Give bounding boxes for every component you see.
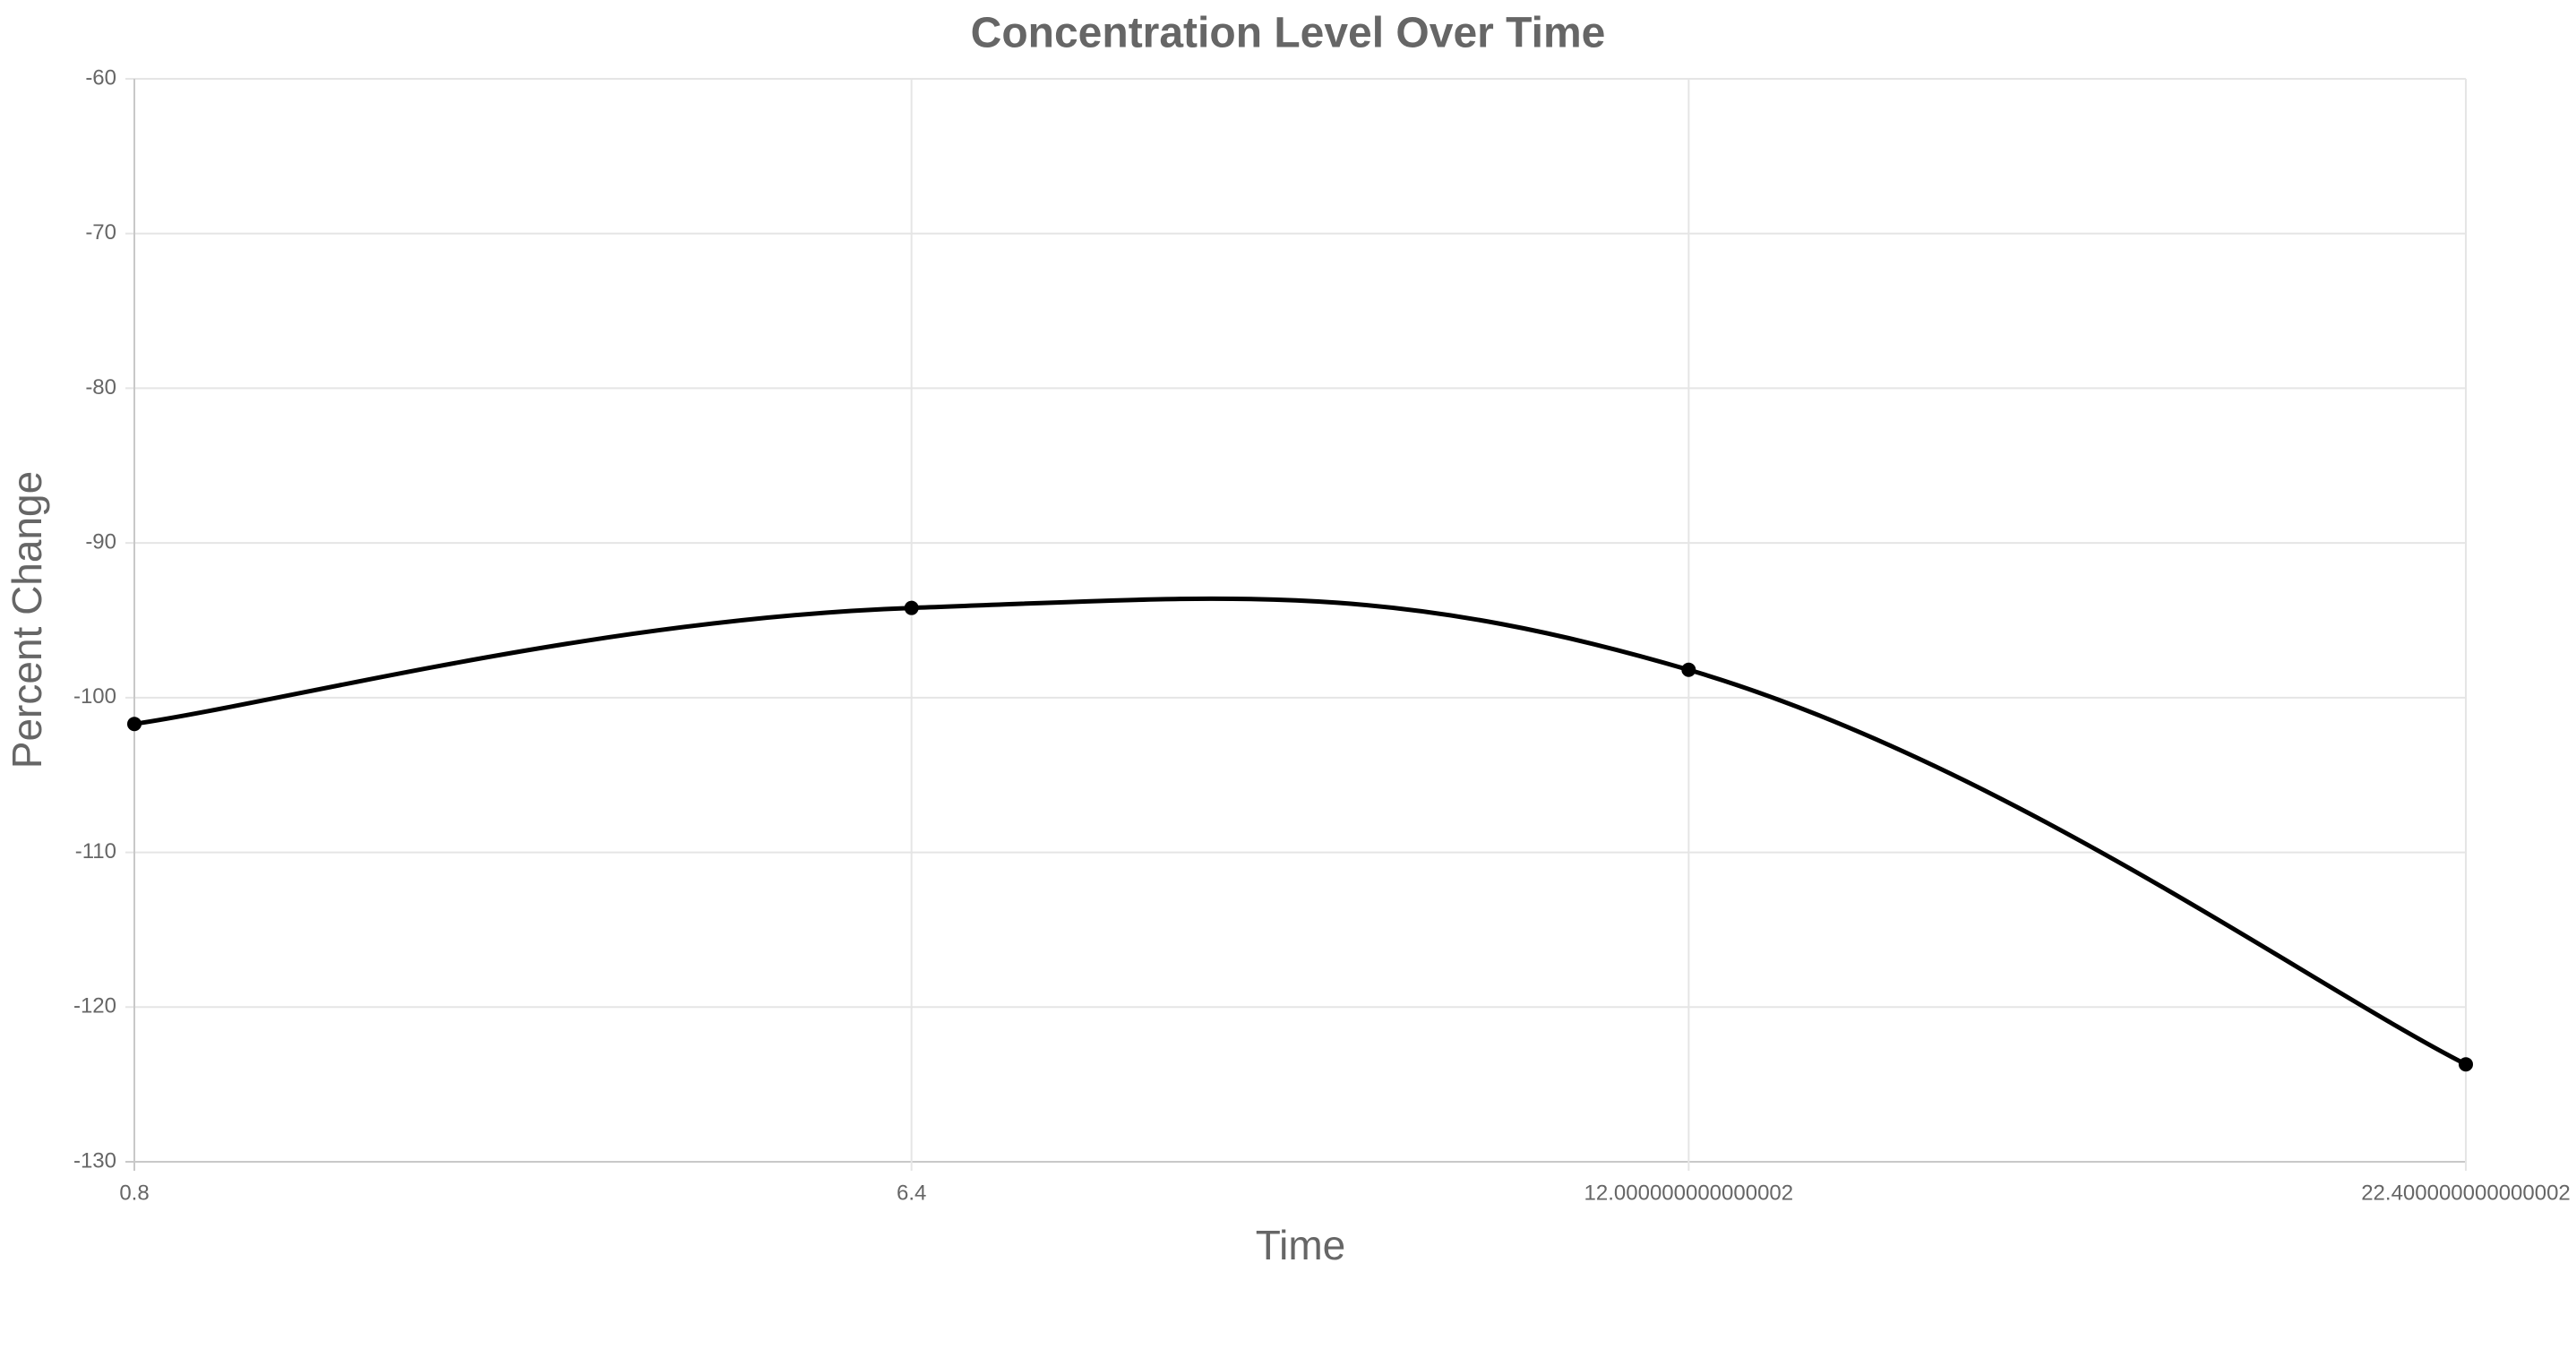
x-tick-label: 12.000000000000002 [1584,1181,1794,1205]
x-tick-label: 6.4 [897,1181,926,1205]
x-tick-label: 22.400000000000002 [2361,1181,2571,1205]
x-axis-title: Time [1256,1222,1346,1268]
data-point [1681,662,1696,677]
y-tick-label: -60 [85,65,116,90]
y-tick-label: -110 [75,839,116,864]
y-tick-label: -80 [85,375,116,400]
y-tick-label: -130 [73,1148,116,1173]
y-axis-title: Percent Change [4,471,50,769]
y-tick-label: -90 [85,529,116,554]
data-point [904,600,919,615]
y-tick-label: -120 [73,994,116,1018]
series-line [133,596,2468,1067]
data-point [2459,1057,2473,1072]
x-tick-label: 0.8 [119,1181,149,1205]
y-tick-label: -100 [73,684,116,709]
data-point [127,717,142,732]
chart-title: Concentration Level Over Time [971,10,1606,57]
y-tick-label: -70 [85,220,116,245]
